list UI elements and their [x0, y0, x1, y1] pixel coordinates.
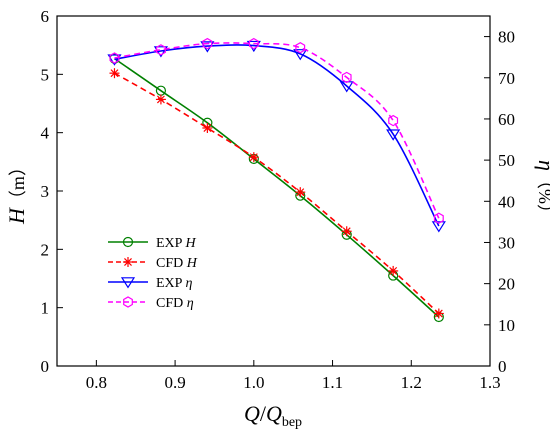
data-point [248, 152, 259, 163]
y-right-tick-label: 30 [498, 233, 515, 252]
series-layer [107, 37, 446, 323]
x-tick-label: 1.3 [479, 373, 500, 392]
y-left-tick-label: 6 [41, 7, 50, 26]
data-point [153, 46, 169, 58]
legend-label: EXP H [156, 236, 196, 251]
x-tick-label: 1.0 [243, 373, 264, 392]
data-point [295, 42, 306, 54]
y-right-tick-label: 10 [498, 316, 515, 335]
data-point [433, 308, 444, 319]
y-left-tick-label: 1 [41, 299, 50, 318]
legend-item: CFD η [108, 296, 194, 311]
legend-swatch-marker [123, 296, 133, 308]
legend-item: CFD H [108, 256, 198, 271]
legend: EXP H CFD H EXP η CFD η [108, 236, 198, 311]
y-right-tick-label: 70 [498, 69, 515, 88]
series-line [114, 42, 440, 219]
legend-label: CFD H [156, 256, 198, 271]
y-left-axis-title: H（m） [4, 158, 29, 225]
data-point [109, 68, 120, 79]
y-right-tick-label: 20 [498, 275, 515, 294]
y-right-tick-label: 0 [498, 357, 507, 376]
x-tick-label: 1.1 [322, 373, 343, 392]
axis-ticks: 0.8 0.9 1.0 1.1 1.2 1.30123456010203040506070… [41, 7, 516, 392]
legend-swatch-marker [122, 236, 134, 248]
data-point [155, 94, 166, 105]
data-point [109, 52, 120, 64]
data-point [293, 49, 308, 61]
series-line [114, 72, 440, 315]
series-line [114, 44, 440, 227]
data-point [386, 129, 401, 141]
y-right-tick-label: 50 [498, 151, 515, 170]
data-point [431, 221, 446, 233]
legend-item: EXP H [108, 236, 196, 251]
plot-frame [56, 15, 491, 367]
y-left-tick-label: 2 [41, 240, 50, 259]
data-point [156, 44, 166, 56]
data-point [388, 114, 399, 127]
y-left-tick-label: 4 [41, 124, 50, 143]
y-right-axis-title: η（%） [534, 160, 550, 222]
data-point [341, 226, 352, 237]
legend-swatch-marker [123, 257, 133, 267]
legend-label: CFD η [156, 296, 194, 311]
data-point [295, 187, 306, 198]
legend-swatch-marker [120, 277, 136, 289]
data-point [341, 71, 352, 84]
legend-label: EXP η [156, 276, 192, 291]
data-point [202, 123, 213, 133]
series-3 [109, 37, 444, 224]
x-tick-label: 0.8 [86, 373, 107, 392]
y-right-tick-label: 60 [498, 110, 515, 129]
data-point [433, 212, 444, 224]
y-left-tick-label: 5 [41, 65, 50, 84]
data-point [107, 54, 122, 66]
y-left-tick-label: 3 [41, 182, 50, 201]
x-axis-title: Q/Qbep [244, 401, 302, 430]
series-2 [107, 40, 446, 233]
y-right-tick-label: 80 [498, 28, 515, 47]
data-point [388, 265, 399, 276]
legend-item: EXP η [108, 276, 192, 291]
y-right-tick-label: 40 [498, 192, 515, 211]
data-point [248, 37, 259, 50]
x-tick-label: 1.2 [401, 373, 422, 392]
x-tick-label: 0.9 [164, 373, 185, 392]
y-left-tick-label: 0 [41, 357, 50, 376]
data-point [202, 37, 213, 50]
series-1 [109, 68, 444, 319]
